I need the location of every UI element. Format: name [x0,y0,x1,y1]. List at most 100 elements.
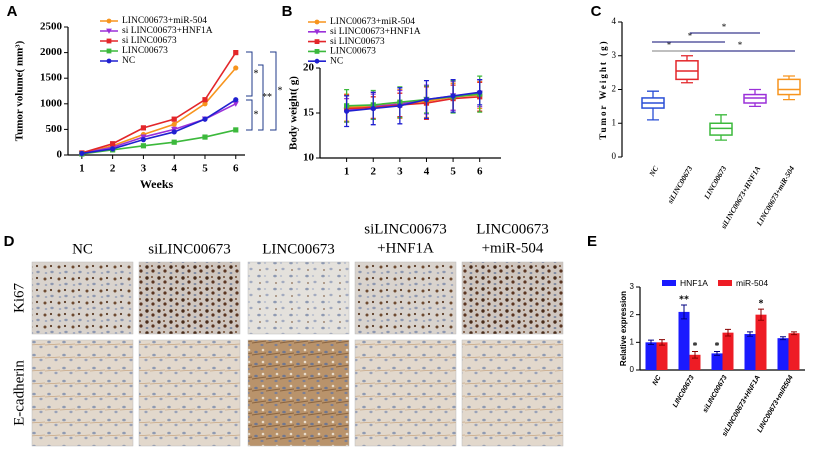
legend-marker [106,38,112,44]
x-tick-label: siLINC00673+HNF1A [721,374,762,437]
x-tick-label: 6 [477,166,483,178]
marker [140,125,147,131]
y-tick-label: 0 [630,365,635,374]
marker [79,150,85,157]
box [743,93,767,104]
bar [711,353,723,370]
legend-label: LINC00673+miR-504 [330,17,415,27]
ihc-image [247,339,350,447]
ihc-image [354,261,457,335]
column-header: siLINC00673 [148,241,231,257]
significance-label: * [667,40,672,50]
series-line [346,93,480,107]
y-axis-label: Tumor Weight (g) [598,39,608,139]
column-header: +HNF1A [377,240,434,256]
marker [233,127,239,133]
column-header: siLINC00673 [364,221,447,237]
significance-label: * [693,341,698,352]
marker [477,89,483,95]
x-tick-label: siLINC00673 [702,374,729,414]
marker [233,50,239,56]
marker [397,103,403,109]
marker [344,108,350,114]
y-tick-label: 2 [630,310,635,319]
x-tick-label: LINC00673+miR-504 [754,164,796,228]
box [777,78,801,96]
legend-label: si LINC00673+HNF1A [330,27,421,37]
significance-label: * [254,68,259,79]
bar [744,334,756,370]
legend-marker [106,48,112,54]
ihc-image [247,261,350,335]
legend-marker [314,49,320,54]
error-bar [692,350,698,359]
significance-label: * [254,109,259,120]
y-axis-label: Body weight( g) [288,76,300,150]
series-line [81,67,237,155]
ihc-image [138,339,241,447]
series-line [81,99,237,155]
bar [788,333,800,370]
significance-label: * [278,85,283,96]
y-tick-label: 0 [57,149,63,161]
x-tick-label: 6 [233,163,239,175]
y-tick-label: 20 [303,62,315,74]
legend-marker [314,29,320,35]
bar [777,338,789,370]
panel-label: C [591,3,602,20]
bar [678,311,690,370]
bar [645,342,657,370]
x-tick-label: NC [652,374,664,387]
marker [423,96,430,103]
y-tick-label: 4 [612,16,617,26]
legend-label: LINC00673+miR-504 [122,16,207,26]
significance-bracket [258,64,264,131]
marker [202,116,208,122]
significance-bracket [270,51,277,131]
legend-label: miR-504 [736,278,768,288]
box [675,60,699,81]
legend-swatch [718,280,732,286]
x-tick-label: 1 [344,166,350,178]
x-tick-label: 2 [370,166,376,178]
ihc-image [138,261,241,335]
y-tick-label: 2500 [40,21,63,33]
panel-label: B [282,3,293,20]
bar [755,314,767,370]
series-line [346,91,480,112]
x-tick-label: LINC00673 [702,164,729,201]
legend-label: NC [122,56,135,66]
y-tick-label: 15 [303,107,315,119]
column-header: LINC00673 [262,241,335,257]
marker [233,65,239,71]
marker [171,121,177,127]
ihc-image [461,261,564,335]
x-tick-label: 1 [79,163,85,175]
significance-bracket [246,51,253,97]
y-tick-label: 10 [303,152,315,164]
legend-swatch [662,280,676,286]
y-tick-label: 2 [612,84,617,94]
marker [202,97,208,103]
x-tick-label: 4 [424,166,430,178]
marker [140,143,147,149]
row-label: Ki67 [11,283,27,314]
ihc-image [354,339,457,447]
legend-marker [314,19,320,25]
marker [110,141,116,147]
x-tick-label: NC [647,163,661,178]
y-tick-label: 500 [46,123,63,135]
error-bar [747,331,753,337]
error-bar [780,336,786,341]
x-tick-label: 2 [110,163,116,175]
x-tick-label: 5 [450,166,456,178]
significance-label: * [738,40,743,50]
marker [450,93,456,99]
bar [689,354,701,370]
y-axis-label: Relative expression [619,291,628,366]
error-bar [681,304,687,320]
bar [722,332,734,370]
significance-label: * [715,341,720,352]
legend-label: si LINC00673 [122,36,177,46]
